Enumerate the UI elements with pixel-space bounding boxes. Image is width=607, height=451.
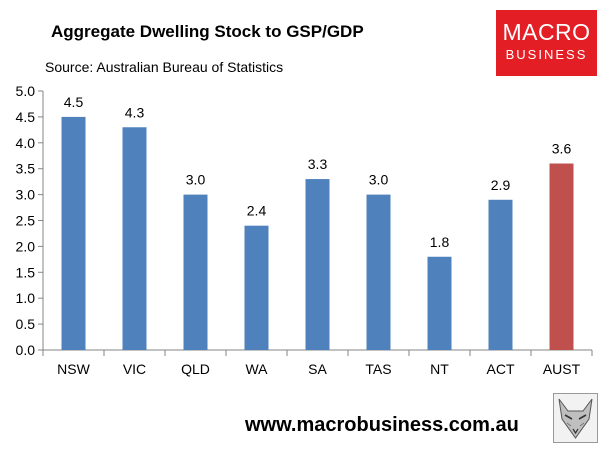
y-tick-label: 4.0 [16, 135, 36, 151]
bar-sa [305, 179, 330, 350]
category-label-qld: QLD [181, 361, 210, 377]
y-tick-label: 4.5 [16, 109, 36, 125]
category-label-wa: WA [245, 361, 268, 377]
category-label-sa: SA [308, 361, 327, 377]
data-label-tas: 3.0 [369, 172, 389, 188]
y-tick-label: 0.5 [16, 316, 36, 332]
category-label-vic: VIC [123, 361, 146, 377]
bar-vic [122, 127, 147, 350]
data-label-nt: 1.8 [430, 234, 450, 250]
data-label-aust: 3.6 [552, 141, 572, 157]
y-tick-label: 0.0 [16, 342, 36, 358]
macrobusiness-logo: MACRO BUSINESS [496, 10, 597, 76]
data-label-wa: 2.4 [247, 203, 267, 219]
data-label-act: 2.9 [491, 177, 511, 193]
y-tick-label: 2.0 [16, 238, 36, 254]
logo-line-1: MACRO [502, 19, 591, 45]
logo-line-2: BUSINESS [505, 47, 588, 62]
bar-wa [244, 225, 269, 350]
bar-nt [427, 256, 452, 350]
data-label-sa: 3.3 [308, 156, 328, 172]
bar-act [488, 199, 513, 350]
bar-chart: 0.0 0.5 1.0 1.5 2.0 2.5 3.0 3.5 4.0 4.5 5.0 4.5 NSW 4… [16, 83, 593, 377]
y-tick-label: 1.0 [16, 290, 36, 306]
chart-source: Source: Australian Bureau of Statistics [45, 59, 284, 75]
bar-qld [183, 194, 208, 350]
bar-aust [549, 163, 574, 350]
category-label-act: ACT [487, 361, 515, 377]
data-label-vic: 4.3 [125, 104, 145, 120]
bar-nsw [61, 116, 86, 351]
y-tick-label: 3.5 [16, 161, 36, 177]
category-label-tas: TAS [365, 361, 391, 377]
category-label-aust: AUST [543, 361, 581, 377]
y-tick-label: 5.0 [16, 83, 36, 99]
fox-icon [553, 393, 598, 443]
data-label-qld: 3.0 [186, 172, 206, 188]
bar-tas [366, 194, 391, 350]
data-label-nsw: 4.5 [64, 94, 84, 110]
y-tick-label: 2.5 [16, 213, 36, 229]
website-url: www.macrobusiness.com.au [245, 414, 519, 436]
y-tick-label: 1.5 [16, 264, 36, 280]
category-label-nt: NT [430, 361, 449, 377]
y-tick-label: 3.0 [16, 187, 36, 203]
category-label-nsw: NSW [57, 361, 90, 377]
chart-title: Aggregate Dwelling Stock to GSP/GDP [51, 22, 364, 41]
